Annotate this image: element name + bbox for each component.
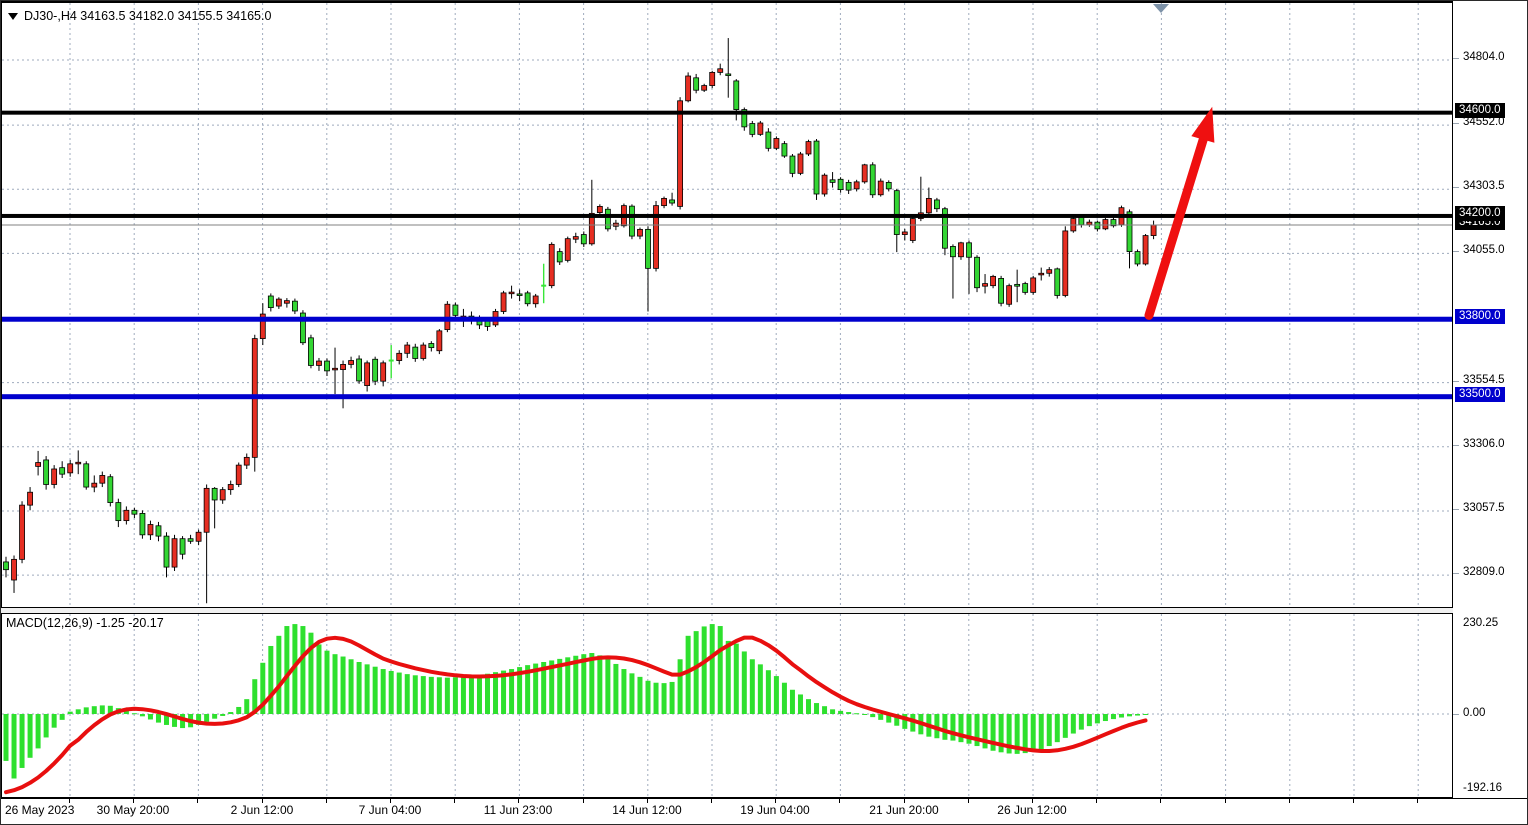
time-tick-label: 21 Jun 20:00 (869, 803, 939, 817)
time-tick-mark (1288, 799, 1290, 803)
price-tick-label: 33057.5 (1463, 502, 1505, 514)
time-tick-mark (133, 799, 135, 803)
panel-separator[interactable] (1, 608, 1453, 613)
price-tick-label: 34552.0 (1463, 116, 1505, 128)
price-tick-label: 33306.0 (1463, 438, 1505, 450)
time-tick-label: 26 May 2023 (5, 803, 75, 817)
price-gridlines (2, 3, 1452, 607)
time-tick-mark (839, 799, 841, 803)
macd-label: MACD(12,26,9) -1.25 -20.17 (6, 616, 164, 630)
price-tick-mark (1453, 251, 1459, 252)
time-tick-label: 11 Jun 23:00 (483, 803, 553, 817)
macd-signal-line (4, 635, 1148, 795)
level-price-badge-33500.0: 33500.0 (1455, 387, 1505, 402)
price-tick-mark (1453, 445, 1459, 446)
time-tick-mark (261, 799, 263, 803)
macd-indicator-panel[interactable] (1, 613, 1453, 798)
price-tick-label: 34055.0 (1463, 244, 1505, 256)
price-tick-mark (1453, 509, 1459, 510)
level-line-33800.0[interactable] (2, 316, 1452, 322)
time-tick-mark (582, 799, 584, 803)
chart-shift-marker-icon[interactable] (1153, 4, 1169, 13)
price-tick-mark (1453, 58, 1459, 59)
time-tick-mark (967, 799, 969, 803)
time-tick-mark (454, 799, 456, 803)
time-tick-mark (1224, 799, 1226, 803)
price-tick-mark (1453, 573, 1459, 574)
time-axis[interactable]: 26 May 2023 30 May 20:00 2 Jun 12:00 7 Jun … (1, 798, 1527, 824)
price-chart-canvas[interactable] (2, 3, 1452, 607)
macd-canvas[interactable] (2, 614, 1452, 797)
time-tick-mark (1096, 799, 1098, 803)
level-price-badge-33800.0: 33800.0 (1455, 309, 1505, 324)
time-tick-mark (903, 799, 905, 803)
price-tick-label: 34303.5 (1463, 180, 1505, 192)
macd-axis-zero: 0.00 (1463, 707, 1486, 719)
time-tick-mark (518, 799, 520, 803)
level-line-33500.0[interactable] (2, 394, 1452, 400)
trend-arrow-annotation[interactable] (1144, 103, 1224, 320)
price-tick-label: 34804.0 (1463, 51, 1505, 63)
price-tick-label: 33554.5 (1463, 374, 1505, 386)
time-tick-label: 26 Jun 12:00 (997, 803, 1067, 817)
time-tick-mark (1160, 799, 1162, 803)
macd-histogram (3, 624, 1149, 779)
time-tick-mark (711, 799, 712, 803)
level-line-34600.0[interactable] (2, 110, 1452, 115)
time-tick-label: 14 Jun 12:00 (612, 803, 682, 817)
level-line-34200.0[interactable] (2, 213, 1452, 218)
chart-title-text: DJ30-,H4 34163.5 34182.0 34155.5 34165.0 (24, 9, 272, 23)
symbol-dropdown-icon[interactable] (8, 13, 18, 21)
time-tick-mark (1353, 799, 1354, 803)
price-tick-mark (1453, 123, 1459, 124)
time-tick-mark (1417, 799, 1419, 803)
time-tick-mark (390, 799, 391, 803)
time-tick-mark (775, 799, 777, 803)
price-chart-panel[interactable]: DJ30-,H4 34163.5 34182.0 34155.5 34165.0 (1, 1, 1453, 608)
price-tick-label: 32809.0 (1463, 566, 1505, 578)
price-tick-mark (1453, 381, 1459, 382)
time-tick-label: 7 Jun 04:00 (358, 803, 422, 817)
macd-axis-min: -192.16 (1463, 782, 1503, 794)
time-tick-mark (1032, 799, 1033, 803)
horizontal-level-lines[interactable] (2, 110, 1452, 400)
time-tick-mark (197, 799, 199, 803)
time-tick-label: 19 Jun 04:00 (740, 803, 810, 817)
chart-title: DJ30-,H4 34163.5 34182.0 34155.5 34165.0 (8, 9, 271, 23)
price-axis[interactable]: 34804.0 34552.0 34303.5 34055.0 33554.5 33306… (1453, 1, 1527, 798)
level-price-badge-34600.0: 34600.0 (1455, 103, 1505, 118)
time-tick-label: 2 Jun 12:00 (230, 803, 294, 817)
time-tick-mark (325, 799, 327, 803)
macd-tick-mark (1453, 714, 1459, 715)
level-price-badge-34200.0: 34200.0 (1455, 206, 1505, 221)
price-tick-mark (1453, 187, 1459, 188)
time-tick-mark (646, 799, 648, 803)
macd-axis-max: 230.25 (1463, 617, 1499, 629)
time-tick-mark (69, 799, 70, 803)
time-tick-label: 30 May 20:00 (96, 803, 170, 817)
